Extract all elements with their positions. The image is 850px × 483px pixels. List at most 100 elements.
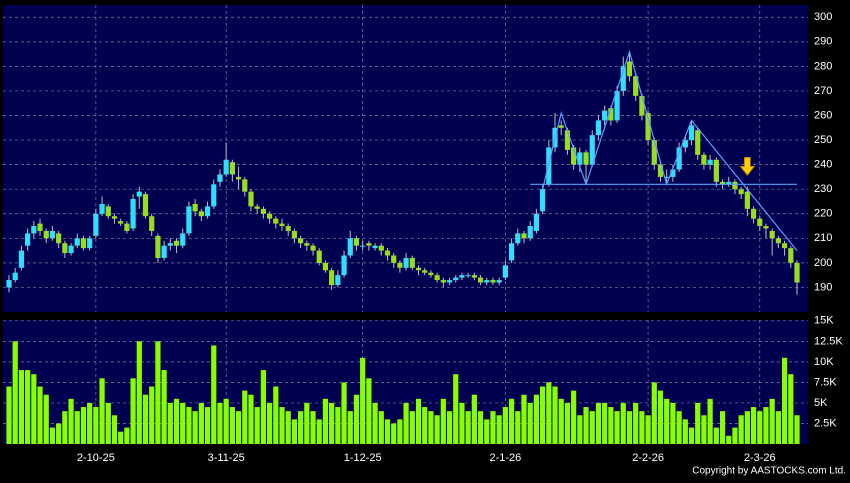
volume-bar	[633, 402, 639, 444]
candle-body	[515, 233, 521, 244]
candle-body	[161, 245, 167, 258]
y-tick-label: 250	[814, 134, 832, 146]
volume-bar	[496, 415, 502, 444]
volume-bar	[781, 357, 788, 444]
x-tick-label: 2-10-25	[77, 452, 115, 464]
volume-bar	[118, 431, 124, 444]
volume-bar	[446, 411, 453, 444]
candle-body	[384, 250, 391, 256]
candle-body	[49, 230, 56, 239]
candle-body	[62, 243, 68, 254]
candle-body	[540, 189, 546, 212]
volume-bar	[229, 407, 235, 444]
volume-bar	[111, 415, 118, 444]
volume-bar	[155, 341, 161, 444]
candle-body	[620, 66, 626, 91]
candle-body	[366, 243, 372, 246]
candle-body	[409, 257, 415, 268]
candle-body	[626, 61, 633, 77]
candle-body	[639, 95, 645, 116]
volume-bar	[298, 411, 304, 444]
y-tick-label: 210	[814, 232, 832, 244]
volume-bar	[589, 411, 595, 444]
candle-body	[310, 245, 316, 251]
y-tick-label: 200	[814, 257, 832, 269]
volume-bar	[198, 402, 204, 444]
candle-body	[260, 208, 266, 214]
volume-bar	[353, 394, 360, 444]
candle-body	[695, 130, 701, 155]
volume-bar	[279, 407, 285, 444]
volume-bar	[80, 407, 87, 444]
volume-bar	[329, 402, 335, 444]
volume-bar	[310, 411, 316, 444]
volume-bar	[515, 411, 521, 444]
volume-bar	[254, 407, 260, 444]
candle-body	[583, 152, 589, 165]
volume-bar	[546, 382, 552, 444]
volume-bar	[794, 415, 800, 444]
candle-body	[403, 257, 409, 268]
volume-bar	[744, 411, 750, 444]
candle-body	[254, 206, 260, 209]
volume-bar	[428, 411, 434, 444]
candle-body	[688, 125, 695, 141]
volume-bar	[459, 402, 465, 444]
volume-bar	[614, 411, 620, 444]
y-tick-label: 260	[814, 109, 832, 121]
candle-body	[781, 243, 788, 249]
candle-body	[713, 159, 719, 182]
volume-bar	[440, 398, 446, 444]
volume-bar	[18, 370, 25, 444]
candle-body	[484, 280, 490, 283]
candle-body	[788, 248, 794, 263]
volume-bar	[93, 407, 99, 444]
candle-body	[502, 265, 508, 278]
candle-body	[453, 277, 459, 281]
volume-bar	[639, 411, 645, 444]
volume-bar	[99, 378, 105, 444]
volume-bar	[37, 386, 43, 444]
candle-body	[496, 280, 502, 283]
volume-bar	[242, 390, 248, 444]
volume-bar	[608, 407, 614, 444]
y-tick-label: 230	[814, 183, 832, 195]
volume-bar	[415, 398, 422, 444]
volume-bar	[707, 398, 713, 444]
y-tick-label: 270	[814, 85, 832, 97]
volume-bar	[266, 402, 273, 444]
volume-bar	[192, 411, 198, 444]
candle-body	[353, 238, 360, 246]
volume-bar	[571, 390, 577, 444]
candle-body	[391, 255, 397, 263]
candle-body	[347, 238, 353, 256]
volume-bar	[769, 398, 775, 444]
candle-body	[316, 250, 322, 263]
candle-body	[229, 162, 235, 175]
candle-body	[25, 233, 31, 246]
y-tick-label: 280	[814, 60, 832, 72]
candle-body	[707, 159, 713, 165]
candle-body	[446, 280, 453, 283]
candle-body	[533, 213, 540, 231]
candle-body	[415, 267, 422, 271]
candle-body	[155, 235, 161, 258]
volume-bar	[564, 402, 571, 444]
candle-body	[664, 176, 670, 178]
candle-body	[521, 233, 527, 239]
volume-bar	[595, 402, 602, 444]
x-tick-label: 3-11-25	[208, 452, 245, 464]
volume-bar	[602, 402, 608, 444]
volume-bar	[645, 415, 651, 444]
candle-body	[130, 199, 136, 229]
candle-body	[633, 76, 639, 96]
candle-body	[614, 90, 620, 121]
volume-bar	[763, 407, 769, 444]
candle-body	[769, 230, 775, 239]
candle-body	[341, 255, 347, 276]
volume-bar	[43, 394, 49, 444]
volume-bar	[688, 427, 695, 444]
volume-bar	[248, 394, 254, 444]
volume-bar	[471, 394, 477, 444]
